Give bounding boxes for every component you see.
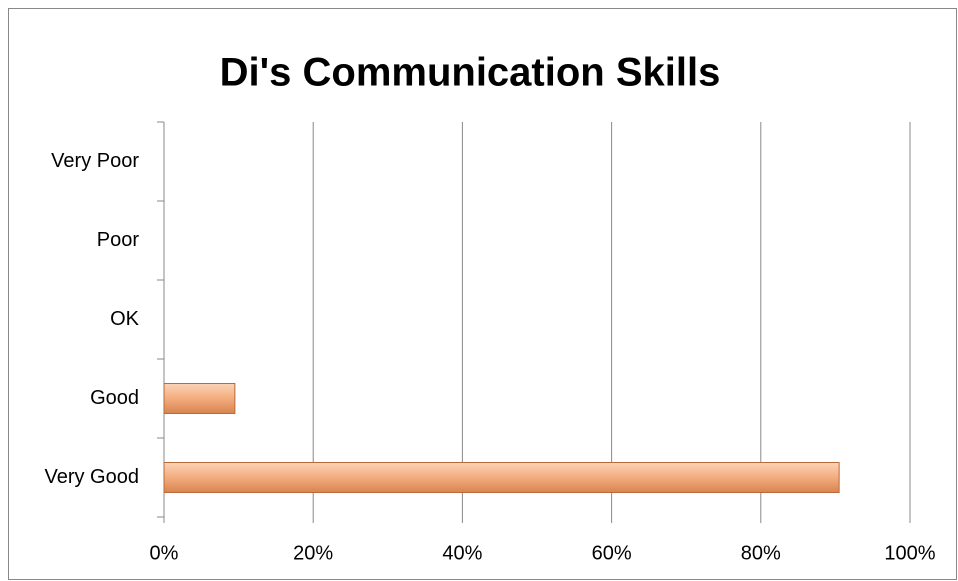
- y-tick-label: OK: [110, 308, 140, 330]
- x-tick-label: 40%: [442, 542, 482, 564]
- x-tick-label: 0%: [150, 542, 179, 564]
- y-tick-label: Very Poor: [51, 150, 139, 172]
- chart-title: Di's Communication Skills: [220, 51, 721, 95]
- x-tick-label: 60%: [592, 542, 632, 564]
- bar: [163, 383, 236, 414]
- y-tick-label: Good: [90, 387, 139, 409]
- y-tick-label: Very Good: [44, 466, 139, 488]
- x-tick-label: 80%: [741, 542, 781, 564]
- bar: [163, 462, 840, 493]
- x-tick-label: 100%: [884, 542, 935, 564]
- x-tick-label: 20%: [293, 542, 333, 564]
- y-tick-label: Poor: [97, 229, 140, 251]
